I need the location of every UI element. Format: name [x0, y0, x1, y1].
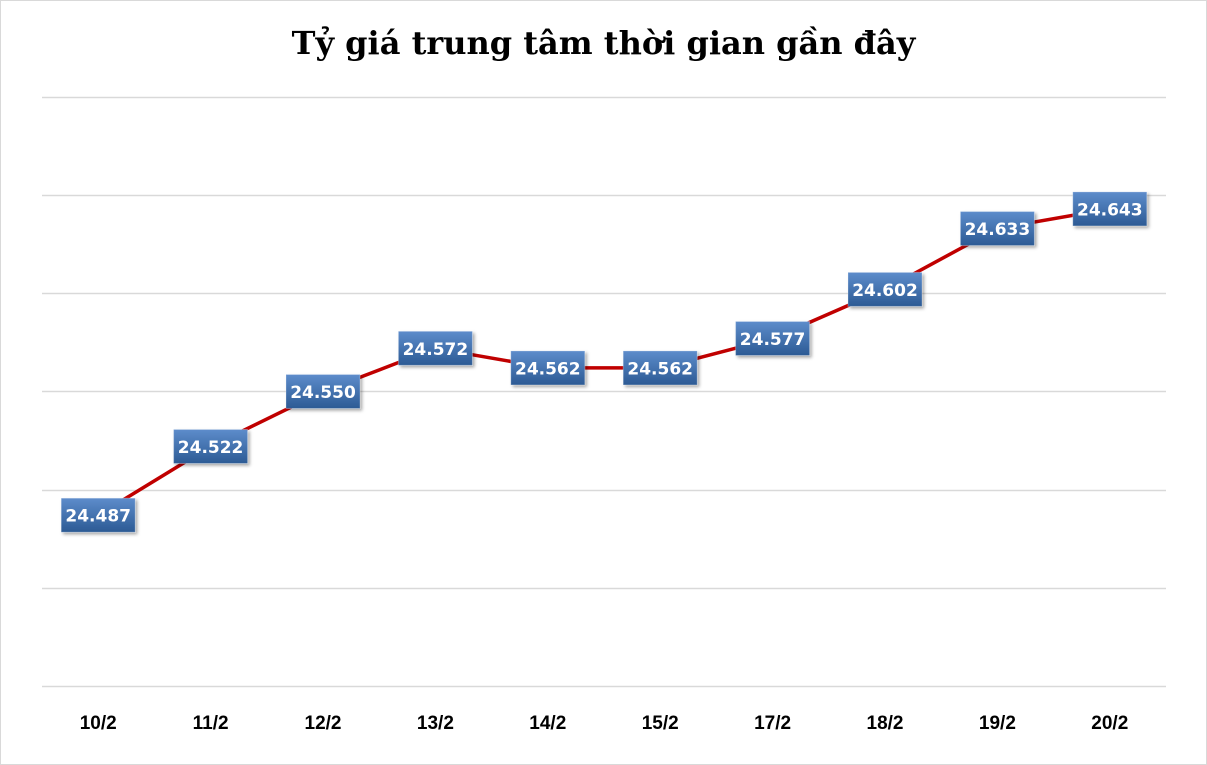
data-label-text: 24.562 — [627, 359, 693, 379]
data-label-box — [622, 350, 698, 386]
data-label-box — [1072, 191, 1148, 227]
chart-title: Tỷ giá trung tâm thời gian gần đây — [291, 24, 916, 62]
data-label-text: 24.550 — [290, 383, 356, 403]
x-tick-label: 20/2 — [1091, 713, 1128, 734]
data-label-text: 24.577 — [740, 330, 806, 350]
gridlines — [42, 96, 1166, 688]
data-label: 24.633 — [959, 211, 1035, 247]
data-label-box — [397, 330, 473, 366]
data-label-text: 24.572 — [403, 340, 469, 360]
data-label-box — [735, 320, 811, 356]
data-label: 24.550 — [285, 374, 361, 409]
data-label-text: 24.562 — [515, 359, 581, 379]
data-label: 24.572 — [397, 330, 473, 366]
x-tick-label: 17/2 — [754, 713, 791, 734]
x-tick-label: 10/2 — [80, 713, 117, 734]
data-line — [97, 207, 1111, 517]
data-label: 24.522 — [173, 428, 249, 464]
data-label-box — [285, 374, 361, 409]
data-label: 24.562 — [622, 350, 698, 386]
x-tick-label: 15/2 — [642, 713, 679, 734]
x-tick-label: 11/2 — [193, 713, 229, 734]
data-label: 24.602 — [847, 271, 923, 307]
data-label: 24.643 — [1072, 191, 1148, 227]
data-label-box — [959, 211, 1035, 247]
data-label-box — [847, 271, 923, 307]
x-axis: 10/2 11/2 12/2 13/2 14/2 15/2 17/2 18/2 19/2 20/2 — [80, 713, 1129, 734]
x-tick-label: 13/2 — [417, 713, 454, 734]
data-label-text: 24.522 — [178, 438, 244, 458]
data-label-text: 24.643 — [1077, 200, 1143, 220]
data-labels: 24.487 24.522 24.550 24.572 24.562 24.562 24.5… — [60, 191, 1148, 533]
data-label: 24.487 — [60, 497, 136, 533]
x-tick-label: 12/2 — [305, 713, 342, 734]
data-label-text: 24.633 — [965, 220, 1031, 240]
x-tick-label: 18/2 — [867, 713, 904, 734]
data-label-box — [173, 428, 249, 464]
x-tick-label: 19/2 — [979, 713, 1016, 734]
data-label-text: 24.487 — [65, 507, 131, 527]
data-label-text: 24.602 — [852, 281, 918, 301]
x-tick-label: 14/2 — [529, 713, 566, 734]
series-line — [97, 207, 1111, 517]
data-label-box — [510, 350, 586, 386]
data-label: 24.577 — [735, 320, 811, 356]
data-label-box — [60, 497, 136, 533]
data-label: 24.562 — [510, 350, 586, 386]
